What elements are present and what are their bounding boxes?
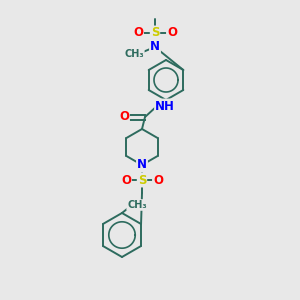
Text: N: N: [137, 158, 147, 172]
Text: O: O: [133, 26, 143, 40]
Text: O: O: [119, 110, 129, 124]
Text: O: O: [121, 173, 131, 187]
Text: N: N: [150, 40, 160, 53]
Text: S: S: [138, 173, 146, 187]
Text: O: O: [167, 26, 177, 40]
Text: NH: NH: [155, 100, 175, 112]
Text: O: O: [153, 173, 163, 187]
Text: CH₃: CH₃: [127, 200, 147, 210]
Text: CH₃: CH₃: [124, 49, 144, 59]
Text: S: S: [151, 26, 159, 40]
